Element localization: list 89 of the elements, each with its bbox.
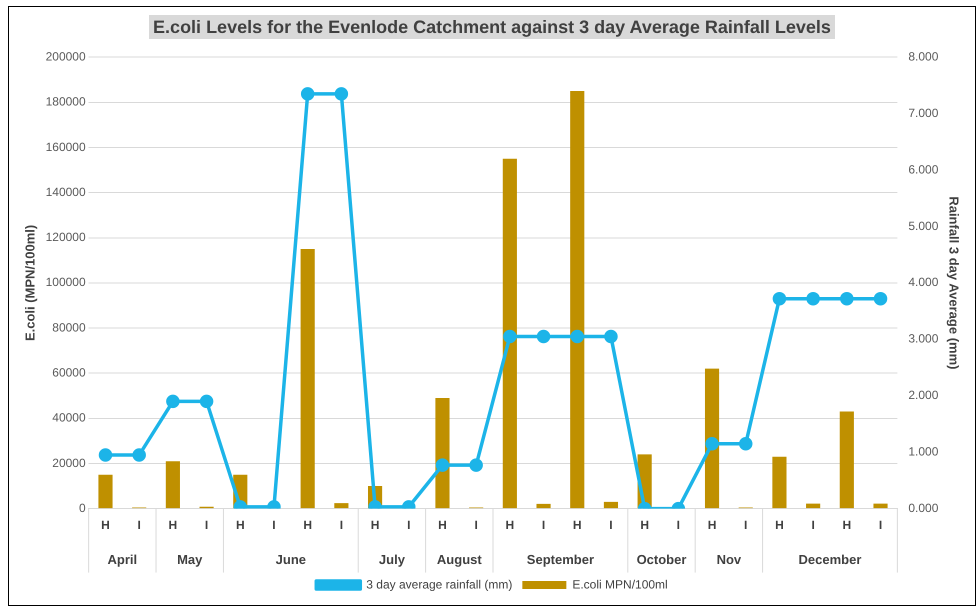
y-tick-label: 80000 bbox=[52, 320, 86, 334]
bar bbox=[840, 412, 854, 508]
x-tick-label: H bbox=[370, 518, 380, 532]
bar bbox=[873, 504, 888, 508]
point bbox=[469, 458, 483, 472]
y-tick-label: 60000 bbox=[52, 365, 86, 380]
x-tick-label: I bbox=[542, 518, 546, 532]
text: April bbox=[108, 552, 138, 568]
point bbox=[166, 394, 180, 408]
point bbox=[772, 292, 786, 306]
bar bbox=[536, 504, 551, 508]
point bbox=[840, 292, 854, 306]
x-tick-label: I bbox=[407, 518, 410, 532]
x-tick-label: H bbox=[775, 518, 784, 532]
point bbox=[570, 330, 584, 344]
x-tick-label: I bbox=[609, 518, 613, 532]
point bbox=[604, 330, 618, 344]
x-tick-label: H bbox=[168, 518, 178, 532]
text: December bbox=[798, 552, 862, 568]
x-tick-label: I bbox=[138, 518, 141, 532]
x-tick-label: H bbox=[438, 518, 447, 532]
bar bbox=[334, 503, 348, 508]
x-tick-label: I bbox=[272, 518, 276, 532]
bar bbox=[300, 249, 315, 508]
y2-tick-label: 0.000 bbox=[908, 500, 939, 515]
point bbox=[536, 330, 550, 344]
y-axis-title: E.coli (MPN/100ml) bbox=[22, 224, 38, 342]
x-tick-label: H bbox=[303, 518, 312, 532]
legend-label: E.coli MPN/100ml bbox=[572, 577, 668, 592]
text: May bbox=[177, 552, 204, 568]
point bbox=[738, 436, 752, 450]
y-tick-label: 40000 bbox=[52, 410, 86, 425]
point bbox=[705, 436, 719, 450]
x-tick-label: H bbox=[640, 518, 649, 532]
x-tick-label: H bbox=[842, 518, 852, 532]
point bbox=[98, 448, 112, 462]
y-tick-label: 100000 bbox=[46, 275, 86, 290]
x-tick-label: I bbox=[811, 518, 815, 532]
x-tick-label: I bbox=[340, 518, 344, 532]
point bbox=[132, 448, 146, 462]
x-tick-label: I bbox=[744, 518, 748, 532]
y-tick-label: 160000 bbox=[46, 140, 86, 154]
y-tick-label: 0 bbox=[78, 500, 86, 515]
text: October bbox=[636, 552, 686, 568]
point bbox=[300, 87, 314, 101]
y2-tick-label: 7.000 bbox=[908, 106, 939, 120]
point bbox=[334, 87, 348, 101]
y-tick-label: 200000 bbox=[46, 50, 86, 64]
y-tick-label: 120000 bbox=[46, 230, 86, 244]
bar bbox=[570, 91, 584, 508]
y2-tick-label: 5.000 bbox=[908, 218, 939, 233]
legend-label: 3 day average rainfall (mm) bbox=[366, 577, 512, 592]
text: Nov bbox=[716, 552, 742, 568]
text: September bbox=[526, 552, 594, 568]
point bbox=[874, 292, 888, 306]
y2-tick-label: 8.000 bbox=[908, 50, 939, 64]
bar bbox=[704, 368, 720, 508]
y2-tick-label: 2.000 bbox=[908, 388, 939, 402]
x-tick-label: I bbox=[204, 518, 208, 532]
x-tick-label: H bbox=[236, 518, 245, 532]
y-tick-label: 180000 bbox=[46, 94, 86, 109]
text: July bbox=[378, 552, 406, 568]
x-tick-label: H bbox=[101, 518, 110, 532]
text: August bbox=[436, 552, 482, 568]
y2-tick-label: 3.000 bbox=[908, 332, 939, 346]
point bbox=[806, 292, 820, 306]
x-tick-label: H bbox=[572, 518, 582, 532]
y2-tick-label: 4.000 bbox=[908, 275, 939, 290]
bar bbox=[806, 504, 820, 508]
y2-axis-title: Rainfall 3 day Average (mm) bbox=[946, 196, 962, 370]
bar bbox=[772, 456, 787, 508]
bar bbox=[98, 474, 113, 508]
chart-title: E.coli Levels for the Evenlode Catchment against 3 day Average Rainfall Levels bbox=[149, 15, 835, 39]
bar bbox=[604, 502, 618, 508]
y-tick-label: 140000 bbox=[46, 184, 86, 199]
y2-tick-label: 1.000 bbox=[908, 444, 939, 458]
text: June bbox=[276, 552, 306, 568]
x-tick-label: H bbox=[708, 518, 716, 532]
bar bbox=[166, 461, 180, 508]
x-tick-label: H bbox=[506, 518, 514, 532]
bar bbox=[502, 158, 517, 508]
point bbox=[200, 394, 214, 408]
x-tick-label: I bbox=[676, 518, 680, 532]
y2-tick-label: 6.000 bbox=[908, 162, 939, 176]
x-tick-label: I bbox=[474, 518, 478, 532]
y-tick-label: 20000 bbox=[52, 456, 86, 470]
x-tick-label: I bbox=[878, 518, 882, 532]
point bbox=[436, 458, 450, 472]
point bbox=[503, 330, 517, 344]
